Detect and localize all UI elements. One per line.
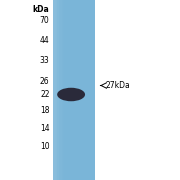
Text: 22: 22	[40, 90, 50, 99]
Ellipse shape	[57, 88, 85, 101]
Bar	[53, 0, 55, 180]
Bar	[64, 0, 66, 180]
Bar	[63, 0, 64, 180]
Text: 18: 18	[40, 106, 50, 115]
Bar	[57, 0, 59, 180]
Bar	[53, 0, 95, 180]
Text: 33: 33	[40, 56, 50, 65]
Bar	[55, 0, 56, 180]
Text: 70: 70	[40, 16, 50, 25]
Bar	[56, 0, 57, 180]
Text: 27kDa: 27kDa	[105, 81, 130, 90]
Bar	[70, 0, 71, 180]
Bar	[69, 0, 70, 180]
Text: 10: 10	[40, 142, 50, 151]
Bar	[66, 0, 67, 180]
Bar	[60, 0, 62, 180]
Bar	[73, 0, 74, 180]
Text: 26: 26	[40, 77, 50, 86]
Bar	[62, 0, 63, 180]
Bar	[71, 0, 73, 180]
Bar	[67, 0, 69, 180]
Text: 44: 44	[40, 36, 50, 45]
Bar	[59, 0, 60, 180]
Text: 14: 14	[40, 124, 50, 133]
Text: kDa: kDa	[33, 5, 50, 14]
